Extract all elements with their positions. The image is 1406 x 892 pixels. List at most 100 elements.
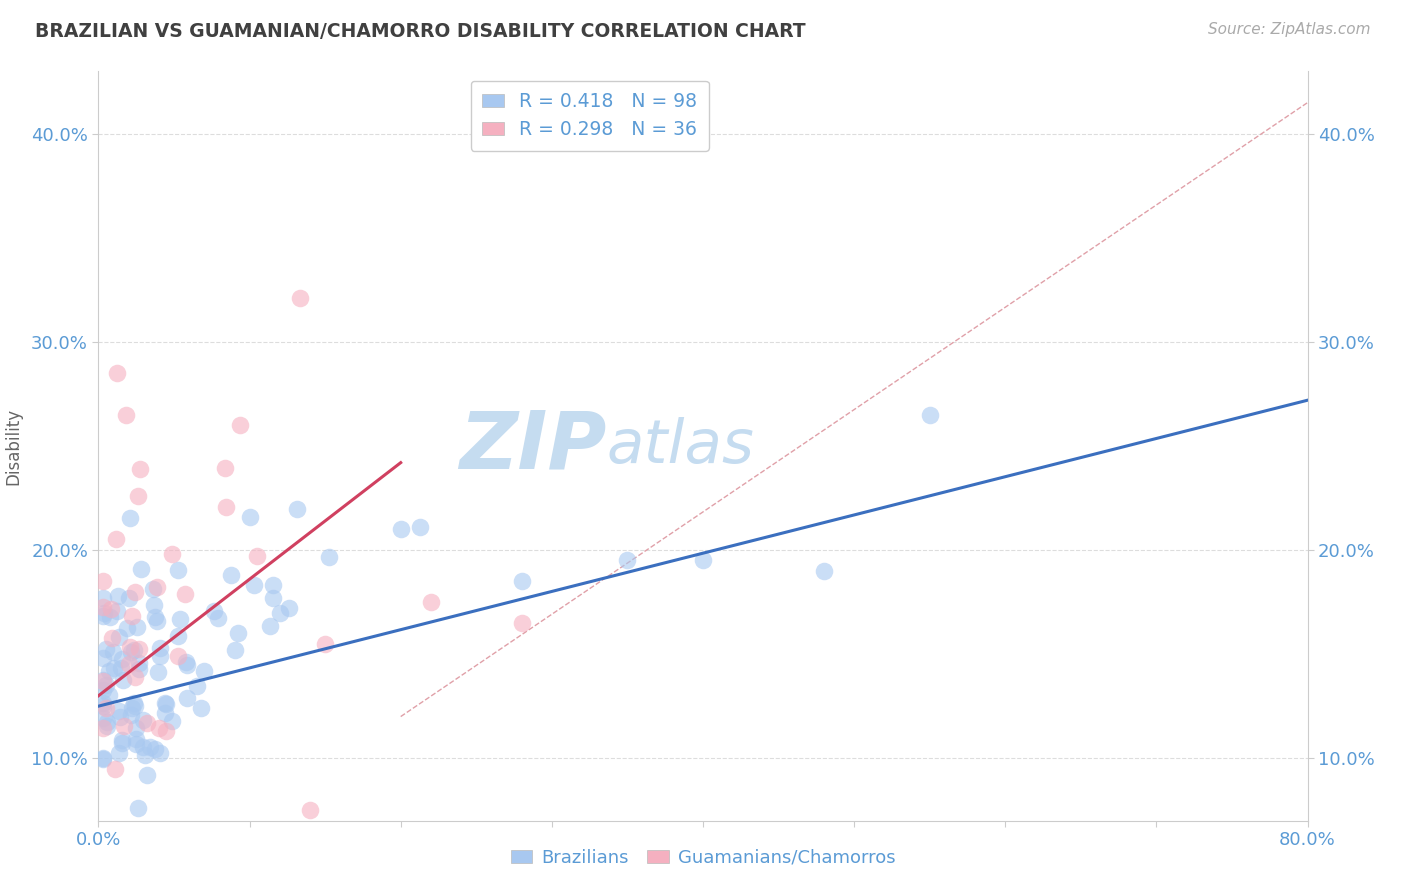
Point [112, 673, 135, 687]
Point [262, 591, 284, 605]
Point [510, 615, 533, 630]
Point [127, 800, 149, 814]
Point [155, 698, 177, 712]
Point [104, 762, 127, 776]
Point [91, 711, 114, 725]
Y-axis label: Disability: Disability [4, 408, 22, 484]
Point [160, 547, 183, 561]
Point [167, 648, 190, 663]
Point [91, 697, 114, 711]
Point [94, 701, 117, 715]
Point [389, 522, 412, 536]
Point [186, 679, 208, 693]
Point [122, 696, 145, 710]
Point [124, 670, 146, 684]
Point [143, 610, 166, 624]
Point [91, 651, 114, 665]
Point [121, 609, 143, 624]
Point [510, 574, 533, 589]
Point [139, 739, 162, 754]
Point [153, 697, 176, 711]
Point [91, 599, 114, 614]
Point [128, 641, 150, 656]
Point [94, 678, 117, 692]
Point [146, 614, 169, 628]
Legend: Brazilians, Guamanians/Chamorros: Brazilians, Guamanians/Chamorros [503, 842, 903, 874]
Point [105, 533, 128, 547]
Point [318, 549, 340, 564]
Point [277, 600, 299, 615]
Point [128, 657, 150, 671]
Point [107, 746, 129, 760]
Point [174, 655, 197, 669]
Point [219, 568, 242, 582]
Point [120, 708, 142, 723]
Point [121, 701, 143, 715]
Text: ZIP: ZIP [458, 407, 606, 485]
Point [129, 562, 152, 576]
Point [97, 688, 120, 702]
Point [91, 591, 114, 605]
Point [91, 683, 114, 698]
Point [207, 611, 229, 625]
Point [285, 501, 308, 516]
Point [259, 619, 281, 633]
Point [112, 718, 135, 732]
Point [420, 595, 443, 609]
Point [118, 511, 141, 525]
Point [143, 598, 166, 612]
Point [91, 673, 114, 687]
Point [132, 739, 155, 754]
Point [167, 629, 190, 643]
Point [262, 578, 284, 592]
Point [96, 719, 118, 733]
Point [110, 661, 132, 675]
Point [239, 509, 262, 524]
Point [107, 589, 129, 603]
Point [98, 610, 121, 624]
Point [128, 662, 150, 676]
Point [146, 665, 169, 679]
Point [142, 582, 165, 596]
Point [214, 460, 236, 475]
Point [193, 664, 215, 678]
Point [299, 803, 322, 817]
Point [122, 643, 145, 657]
Point [813, 564, 835, 578]
Point [91, 674, 114, 689]
Point [125, 732, 148, 747]
Point [314, 637, 336, 651]
Point [136, 715, 159, 730]
Point [134, 747, 156, 762]
Point [149, 641, 172, 656]
Point [111, 736, 134, 750]
Point [94, 642, 117, 657]
Point [229, 417, 252, 432]
Point [129, 462, 152, 476]
Legend: R = 0.418   N = 98, R = 0.298   N = 36: R = 0.418 N = 98, R = 0.298 N = 36 [471, 81, 709, 151]
Point [120, 640, 142, 655]
Point [409, 520, 432, 534]
Point [202, 604, 225, 618]
Point [108, 710, 131, 724]
Point [190, 700, 212, 714]
Point [146, 580, 169, 594]
Point [148, 721, 170, 735]
Point [176, 658, 198, 673]
Point [96, 714, 118, 729]
Point [103, 661, 125, 675]
Point [148, 648, 170, 663]
Point [91, 752, 114, 766]
Text: atlas: atlas [606, 417, 754, 475]
Point [124, 698, 146, 713]
Point [124, 585, 146, 599]
Point [224, 642, 246, 657]
Point [143, 741, 166, 756]
Point [105, 366, 128, 380]
Point [101, 631, 124, 645]
Point [98, 664, 121, 678]
Point [243, 578, 266, 592]
Point [118, 657, 141, 672]
Point [101, 645, 124, 659]
Point [132, 713, 155, 727]
